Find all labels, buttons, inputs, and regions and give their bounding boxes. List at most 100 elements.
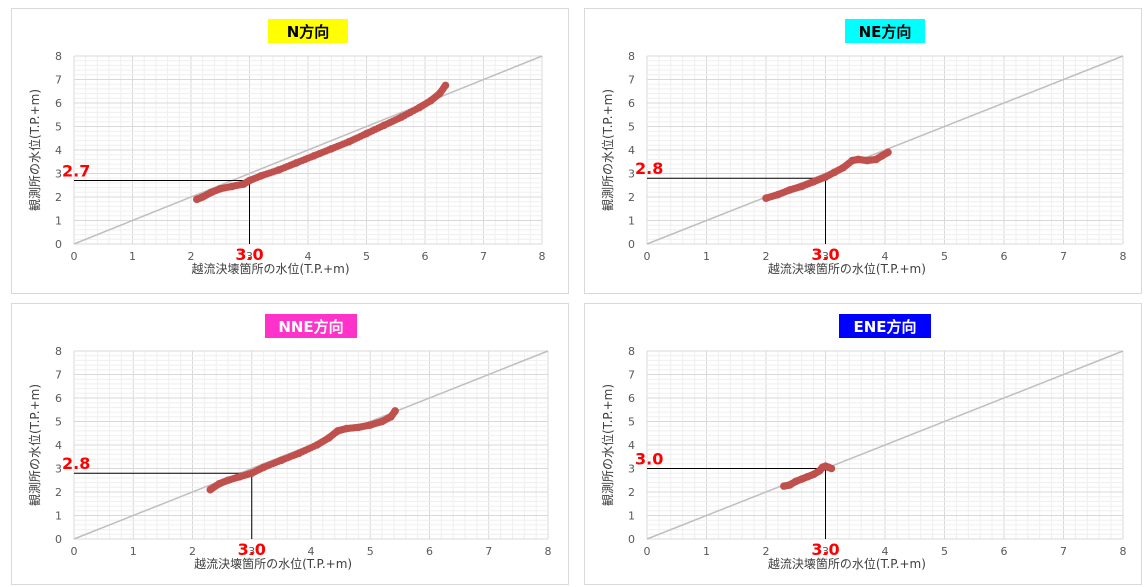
chart-svg: 00 1 1 2 2 3 3 4 4 5 5 6 6 7 7 8 8 越流決壊箇所の水位(T.P.+m) 観測所の水… <box>584 8 1142 294</box>
y-tick-label: 0 <box>55 238 62 251</box>
y-axis-label: 観測所の水位(T.P.+m) <box>27 89 42 211</box>
data-series <box>762 148 892 202</box>
x-tick-label: 2 <box>189 545 196 558</box>
x-tick-label: 8 <box>1120 250 1127 263</box>
chart-title: N方向 <box>287 23 330 41</box>
data-point <box>827 464 836 473</box>
chart-title-background <box>265 314 357 338</box>
y-tick-label: 7 <box>628 369 635 382</box>
x-tick-label: 7 <box>485 545 492 558</box>
x-tick-label: 8 <box>539 250 546 263</box>
annotation-y-label: 3.0 <box>635 450 663 469</box>
y-tick-label: 1 <box>55 215 62 228</box>
annotation-x-label: 3.0 <box>811 245 839 264</box>
y-tick-label: 6 <box>628 392 635 405</box>
x-tick-label: 0 <box>644 545 651 558</box>
x-tick-label: 5 <box>941 250 948 263</box>
chart-ne: 0 0 1 1 2 2 3 3 4 4 5 5 6 6 7 7 8 8 越流決壊箇所の水位(T.P.+m) 観測所の水… <box>584 8 1142 294</box>
chart-title: NNE方向 <box>278 318 343 336</box>
x-tick-label: 4 <box>882 250 889 263</box>
annotation-x-label: 3.0 <box>811 540 839 559</box>
chart-title: ENE方向 <box>853 318 916 336</box>
chart-ene: 0 0 1 1 2 2 3 3 4 4 5 5 6 6 7 7 8 8 越流決壊箇所の水位(T.P.+m) 観測所の水… <box>584 303 1142 585</box>
x-tick-label: 1 <box>703 250 710 263</box>
chart-title: NE方向 <box>859 23 912 41</box>
y-tick-label: 2 <box>55 486 62 499</box>
y-tick-label: 3 <box>55 463 62 476</box>
y-tick-label: 5 <box>55 121 62 134</box>
grid <box>73 350 549 540</box>
y-tick-label: 6 <box>628 97 635 110</box>
y-tick-label: 2 <box>628 486 635 499</box>
data-series <box>206 407 399 494</box>
x-tick-label: 1 <box>129 250 136 263</box>
chart-svg: 00 1 1 2 2 3 3 4 4 5 5 6 6 7 7 8 8 越流決壊箇所の水位(T.P.+m) 観測所の水… <box>11 8 569 294</box>
y-tick-label: 4 <box>628 144 635 157</box>
x-axis-label: 越流決壊箇所の水位(T.P.+m) <box>192 261 350 276</box>
x-tick-label: 5 <box>941 545 948 558</box>
y-tick-label: 4 <box>628 439 635 452</box>
x-tick-label: 3 <box>248 545 255 558</box>
y-axis-label: 観測所の水位(T.P.+m) <box>600 384 615 506</box>
x-tick-label: 6 <box>1001 545 1008 558</box>
data-point <box>391 407 399 415</box>
chart-n: 0 0 1 1 2 2 3 3 4 4 5 5 6 6 7 7 8 8 越流決壊箇所の水位(T.P.+m) 観測所の水… <box>11 8 569 294</box>
annotation-y-label: 2.8 <box>62 454 90 473</box>
chart-title-background <box>839 314 931 338</box>
chart-svg: 00 1 1 2 2 3 3 4 4 5 5 6 6 7 7 8 8 越流決壊箇所の水位(T.P.+m) 観測所の水… <box>584 303 1142 585</box>
y-tick-label: 8 <box>628 345 635 358</box>
grid <box>73 55 543 245</box>
x-tick-label: 5 <box>363 250 370 263</box>
x-tick-label: 4 <box>305 250 312 263</box>
y-tick-label: 6 <box>55 392 62 405</box>
data-point <box>884 148 892 157</box>
y-tick-label: 7 <box>628 74 635 87</box>
y-tick-label: 8 <box>628 50 635 63</box>
x-tick-label: 2 <box>763 250 770 263</box>
y-axis-label: 観測所の水位(T.P.+m) <box>27 384 42 506</box>
grid <box>646 350 1124 540</box>
x-tick-label: 0 <box>71 545 78 558</box>
y-tick-label: 0 <box>55 533 62 546</box>
y-tick-label: 2 <box>55 191 62 204</box>
chart-nne: 0 0 1 1 2 2 3 3 4 4 5 5 6 6 7 7 8 8 越流決壊箇所の水位(T.P.+m) 観測所の水… <box>11 303 569 585</box>
y-tick-label: 5 <box>628 121 635 134</box>
x-axis-label: 越流決壊箇所の水位(T.P.+m) <box>194 556 352 571</box>
x-tick-label: 3 <box>822 250 829 263</box>
chart-svg: 00 1 1 2 2 3 3 4 4 5 5 6 6 7 7 8 8 越流決壊箇所の水位(T.P.+m) 観測所の水… <box>11 303 569 585</box>
chart-title-background <box>845 19 925 43</box>
x-tick-label: 7 <box>480 250 487 263</box>
y-tick-label: 2 <box>628 191 635 204</box>
chart-frame <box>584 8 1142 294</box>
x-tick-label: 2 <box>763 545 770 558</box>
x-tick-label: 5 <box>367 545 374 558</box>
y-tick-label: 0 <box>628 533 635 546</box>
x-tick-label: 3 <box>246 250 253 263</box>
x-axis-label: 越流決壊箇所の水位(T.P.+m) <box>768 261 926 276</box>
x-tick-label: 7 <box>1060 250 1067 263</box>
y-tick-label: 3 <box>628 463 635 476</box>
x-tick-label: 6 <box>426 545 433 558</box>
annotation-x-label: 3.0 <box>235 245 263 264</box>
annotation-y-label: 2.8 <box>635 159 663 178</box>
x-tick-label: 8 <box>545 545 552 558</box>
y-tick-label: 4 <box>55 144 62 157</box>
y-tick-label: 7 <box>55 74 62 87</box>
reference-line <box>73 55 543 245</box>
x-tick-label: 4 <box>882 545 889 558</box>
y-tick-label: 7 <box>55 369 62 382</box>
y-tick-label: 6 <box>55 97 62 110</box>
annotation-y-label: 2.7 <box>62 162 90 181</box>
y-tick-label: 1 <box>55 510 62 523</box>
x-tick-label: 4 <box>308 545 315 558</box>
data-series <box>780 462 836 490</box>
chart-frame <box>584 303 1142 585</box>
x-tick-label: 6 <box>422 250 429 263</box>
y-tick-label: 8 <box>55 345 62 358</box>
y-tick-label: 5 <box>628 416 635 429</box>
x-tick-label: 1 <box>703 545 710 558</box>
y-tick-label: 1 <box>628 215 635 228</box>
y-tick-label: 1 <box>628 510 635 523</box>
y-tick-label: 5 <box>55 416 62 429</box>
y-tick-label: 0 <box>628 238 635 251</box>
